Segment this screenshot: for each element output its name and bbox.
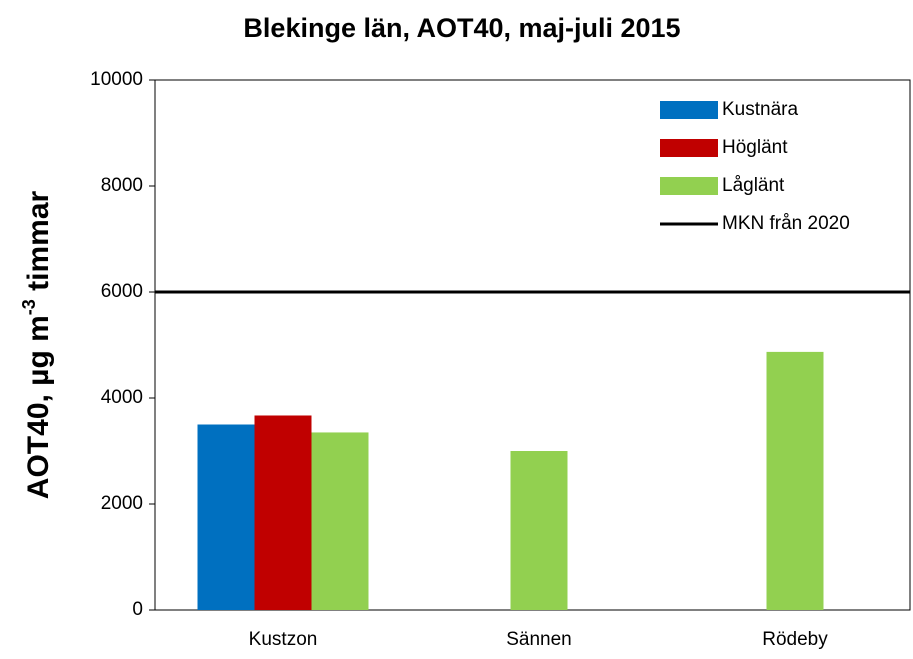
chart-title: Blekinge län, AOT40, maj-juli 2015 [243,13,680,43]
legend-swatch [660,139,718,157]
bar [311,432,369,610]
bar [254,415,312,610]
legend-label: Kustnära [722,99,798,120]
y-tick-label: 10000 [90,69,143,90]
y-label-part: AOT40, µg m [22,315,55,499]
legend-swatch [660,101,718,119]
x-tick-label: Kustzon [249,629,318,650]
bar [197,424,255,610]
y-label-sup: -3 [19,299,39,315]
legend-label: MKN från 2020 [722,213,850,234]
y-tick-label: 8000 [101,175,143,196]
legend-label: Låglänt [722,175,785,196]
legend-swatch [660,177,718,195]
y-label-part: timmar [22,190,55,299]
x-tick-label: Sännen [506,629,572,650]
y-axis-label: AOT40, µg m-3 timmar [19,190,55,499]
x-tick-label: Rödeby [762,629,828,650]
legend-label: Höglänt [722,137,788,158]
bar [766,351,824,610]
y-tick-label: 6000 [101,281,143,302]
bar [510,451,568,610]
y-tick-label: 4000 [101,387,143,408]
y-tick-label: 0 [132,599,143,620]
y-tick-label: 2000 [101,493,143,514]
